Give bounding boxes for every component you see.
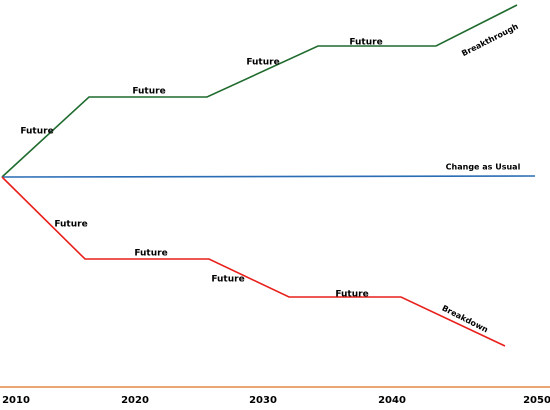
future-label: Future	[54, 220, 87, 230]
year-label: 2040	[378, 395, 406, 406]
scenario-name: Breakthrough	[460, 22, 520, 58]
future-label: Future	[134, 249, 167, 259]
breakdown-line	[1, 176, 506, 347]
breakthrough-line	[1, 4, 518, 178]
future-label: Future	[20, 127, 53, 137]
usual-line	[1, 175, 536, 178]
year-label: 2050	[523, 395, 550, 406]
future-label: Future	[132, 87, 165, 97]
year-label: 2030	[249, 395, 277, 406]
year-label: 2020	[121, 395, 149, 406]
future-label: Future	[335, 290, 368, 300]
scenario-name: Change as Usual	[446, 163, 521, 172]
future-label: Future	[211, 275, 244, 285]
year-label: 2010	[2, 395, 30, 406]
future-label: Future	[246, 58, 279, 68]
future-label: Future	[349, 38, 382, 48]
